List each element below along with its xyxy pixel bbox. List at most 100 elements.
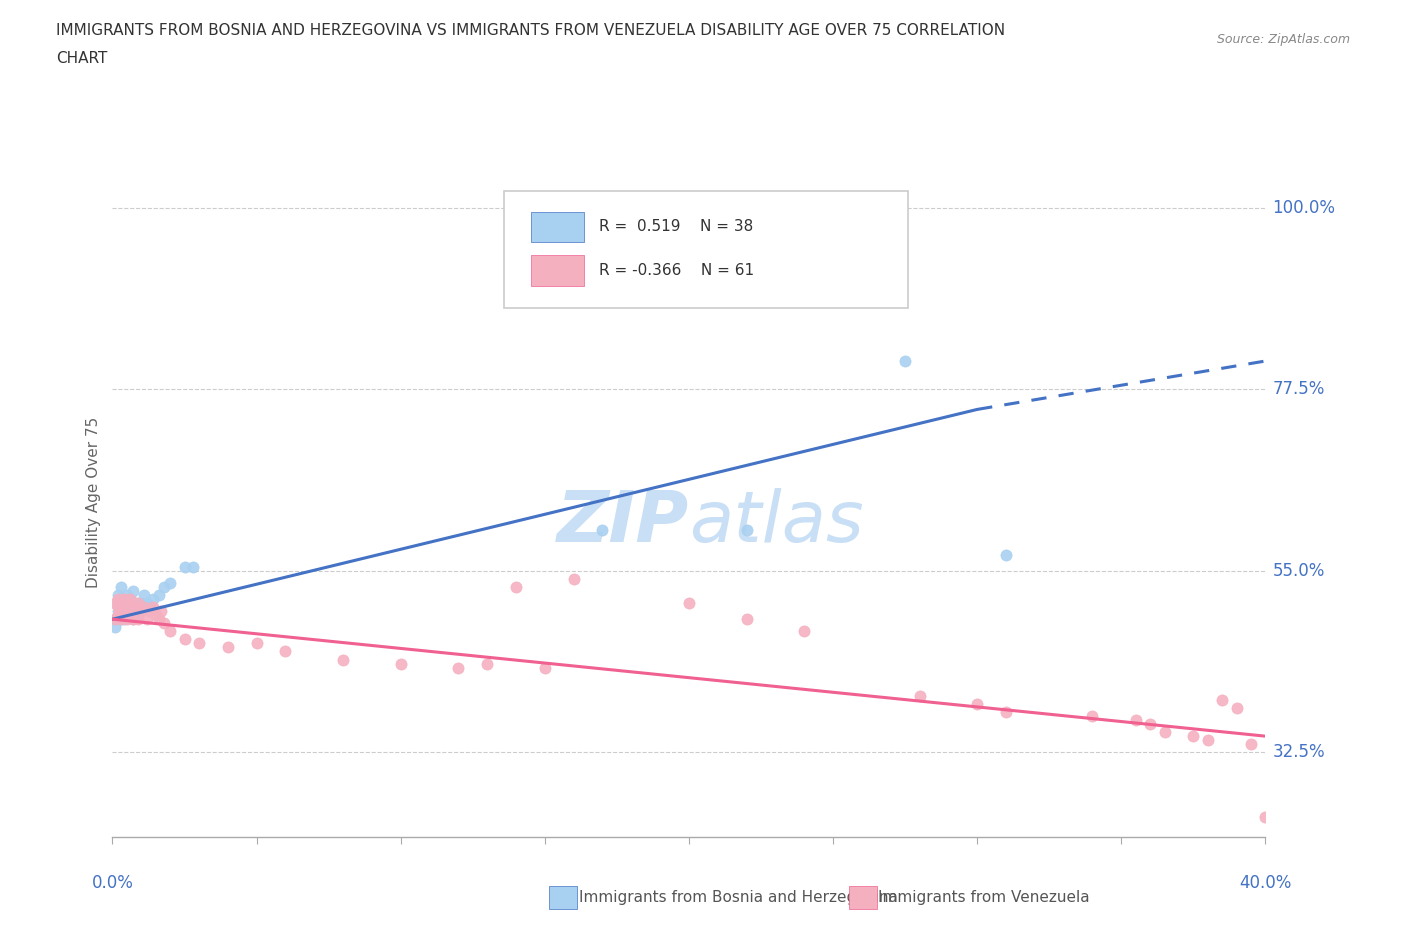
Point <box>1081 709 1104 724</box>
Point <box>104 612 127 627</box>
Text: Source: ZipAtlas.com: Source: ZipAtlas.com <box>1216 33 1350 46</box>
Point <box>159 624 181 639</box>
Point <box>148 612 170 627</box>
Point <box>129 595 153 610</box>
Text: ZIP: ZIP <box>557 488 689 557</box>
Point <box>735 523 758 538</box>
Point <box>134 600 156 615</box>
Y-axis label: Disability Age Over 75: Disability Age Over 75 <box>86 417 101 588</box>
Point <box>332 652 354 667</box>
Text: CHART: CHART <box>56 51 108 66</box>
FancyBboxPatch shape <box>531 255 583 286</box>
Text: Immigrants from Venezuela: Immigrants from Venezuela <box>879 890 1090 905</box>
Point <box>217 640 239 655</box>
Text: R =  0.519    N = 38: R = 0.519 N = 38 <box>599 219 754 234</box>
Point <box>505 579 527 594</box>
Point <box>562 571 585 586</box>
Point <box>894 353 917 368</box>
Point <box>142 600 165 615</box>
Point <box>107 591 129 606</box>
Point <box>995 705 1018 720</box>
Point <box>107 595 129 610</box>
Point <box>153 579 176 594</box>
Point <box>1240 737 1263 751</box>
Point <box>110 604 132 618</box>
Point <box>121 612 143 627</box>
Point <box>124 607 146 622</box>
Point <box>127 600 149 615</box>
Point <box>129 604 153 618</box>
Text: Immigrants from Bosnia and Herzegovina: Immigrants from Bosnia and Herzegovina <box>579 890 897 905</box>
Point <box>104 619 127 634</box>
Point <box>447 660 470 675</box>
Point <box>124 600 146 615</box>
Point <box>110 579 132 594</box>
Point <box>110 604 132 618</box>
Point <box>112 600 135 615</box>
Point <box>107 604 129 618</box>
Point <box>104 595 127 610</box>
Point <box>107 607 129 622</box>
Point <box>107 588 129 603</box>
Point <box>136 612 159 627</box>
Point <box>107 600 129 615</box>
Text: IMMIGRANTS FROM BOSNIA AND HERZEGOVINA VS IMMIGRANTS FROM VENEZUELA DISABILITY A: IMMIGRANTS FROM BOSNIA AND HERZEGOVINA V… <box>56 23 1005 38</box>
Point <box>110 612 132 627</box>
FancyBboxPatch shape <box>531 212 583 243</box>
Point <box>136 595 159 610</box>
Point <box>1182 729 1205 744</box>
Point <box>112 607 135 622</box>
Point <box>678 595 700 610</box>
Point <box>115 604 138 618</box>
Point <box>148 588 170 603</box>
Point <box>908 688 931 703</box>
Point <box>118 591 141 606</box>
Point <box>159 576 181 591</box>
Point <box>118 591 141 606</box>
Point <box>115 595 138 610</box>
Point <box>389 656 412 671</box>
Point <box>1197 733 1219 748</box>
Point <box>188 636 211 651</box>
Point <box>1254 809 1277 824</box>
Point <box>115 600 138 615</box>
Point <box>134 588 156 603</box>
Point <box>121 604 143 618</box>
Point <box>124 595 146 610</box>
Text: 55.0%: 55.0% <box>1272 562 1324 579</box>
Point <box>127 607 149 622</box>
Point <box>127 612 149 627</box>
Point <box>1125 712 1147 727</box>
Point <box>121 583 143 598</box>
Point <box>142 591 165 606</box>
Text: 40.0%: 40.0% <box>1239 874 1292 892</box>
Point <box>112 595 135 610</box>
Point <box>150 604 173 618</box>
Point <box>245 636 267 651</box>
Point <box>115 595 138 610</box>
Point <box>173 559 195 574</box>
Point <box>115 612 138 627</box>
Point <box>127 595 149 610</box>
Text: 32.5%: 32.5% <box>1272 743 1324 762</box>
Text: atlas: atlas <box>689 488 863 557</box>
Point <box>110 595 132 610</box>
Point <box>173 631 195 646</box>
Point <box>104 612 127 627</box>
Point <box>124 604 146 618</box>
Point <box>121 612 143 627</box>
Point <box>118 604 141 618</box>
Text: 77.5%: 77.5% <box>1272 380 1324 398</box>
Point <box>995 547 1018 562</box>
Point <box>1226 700 1249 715</box>
Text: 100.0%: 100.0% <box>1272 199 1336 217</box>
Point <box>112 612 135 627</box>
Point <box>139 604 162 618</box>
Point <box>793 624 815 639</box>
FancyBboxPatch shape <box>505 191 908 308</box>
Point <box>118 600 141 615</box>
Point <box>592 523 614 538</box>
Point <box>966 697 988 711</box>
Point <box>735 612 758 627</box>
Point <box>475 656 498 671</box>
